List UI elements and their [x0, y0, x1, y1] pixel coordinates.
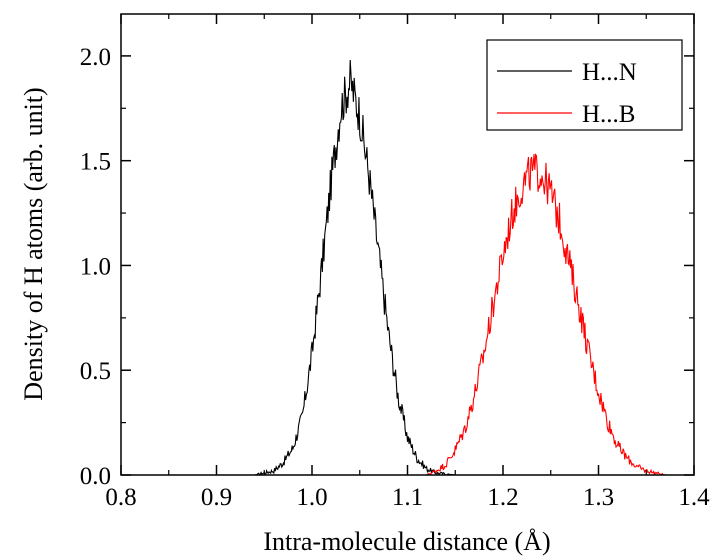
series-line-h-b: [121, 153, 694, 476]
x-tick-label: 1.4: [678, 484, 710, 511]
legend-box: [486, 39, 683, 131]
legend-label-h-n: H...N: [582, 59, 637, 86]
y-tick-label: 0.0: [80, 463, 111, 490]
x-tick-label: 0.9: [201, 484, 232, 511]
x-tick-label: 1.0: [296, 484, 327, 511]
y-tick-label: 0.5: [80, 358, 111, 385]
legend: H...N H...B: [486, 39, 683, 131]
x-tick-label: 0.8: [105, 484, 136, 511]
x-axis-title: Intra-molecule distance (Å): [263, 527, 550, 556]
y-axis-title: Density of H atoms (arb. unit): [19, 87, 48, 400]
y-tick-label: 2.0: [80, 44, 111, 71]
y-tick-label: 1.5: [80, 149, 111, 176]
ticks-layer: 0.8 0.9 1.0 1.1 1.2 1.3 1.4 0.0 0.5 1.0 1.5 2.0: [80, 14, 710, 511]
legend-label-h-b: H...B: [582, 101, 635, 128]
y-tick-label: 1.0: [80, 253, 111, 280]
x-tick-label: 1.3: [583, 484, 614, 511]
x-tick-label: 1.2: [487, 484, 518, 511]
x-tick-label: 1.1: [392, 484, 423, 511]
